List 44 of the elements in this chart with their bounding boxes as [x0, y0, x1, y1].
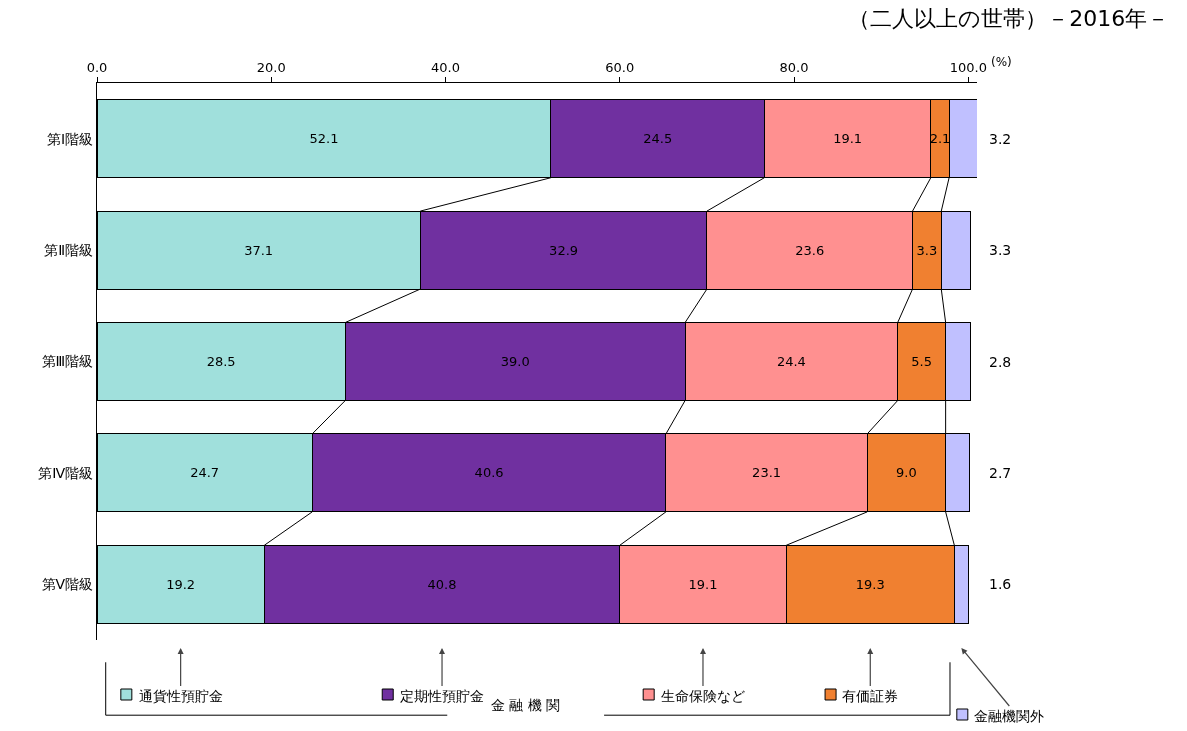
text: 19.2 — [166, 576, 196, 592]
x-tick-label: 0.0 — [86, 59, 108, 75]
legend-label: 定期性預貯金 — [400, 688, 484, 704]
text: 37.1 — [244, 242, 274, 258]
text: 2.7 — [989, 465, 1012, 481]
text: 32.9 — [549, 242, 579, 258]
text: 9.0 — [896, 465, 917, 481]
text: 19.1 — [833, 131, 863, 147]
y-tick-label: 第Ⅱ階級 — [44, 242, 94, 258]
x-tick-label: 60.0 — [605, 59, 635, 75]
x-axis-title: (%) — [991, 55, 1012, 69]
text: 2.1 — [929, 131, 951, 147]
text: 52.1 — [309, 131, 339, 147]
text: 24.4 — [776, 354, 806, 369]
legend-label: 金融機関外 — [974, 708, 1044, 724]
chart-title: （二人以上の世帯）－2016年－ — [848, 6, 1170, 32]
text: 24.5 — [643, 131, 673, 147]
text: 40.8 — [427, 576, 457, 592]
text: 39.0 — [500, 354, 530, 369]
legend-label: 有価証券 — [842, 688, 898, 704]
text: 金 融 機 関 — [491, 697, 561, 713]
legend-label: 通貨性預貯金 — [139, 688, 223, 704]
text: 1.6 — [989, 576, 1012, 592]
x-tick-label: 20.0 — [256, 59, 286, 75]
legend-label: 生命保険など — [661, 688, 745, 704]
x-tick-label: 100.0 — [949, 59, 987, 75]
text: 3.2 — [989, 131, 1012, 147]
text: 2.8 — [989, 354, 1012, 370]
text: 19.1 — [688, 576, 718, 592]
text: 40.6 — [474, 465, 504, 481]
x-tick-label: 40.0 — [431, 59, 460, 75]
y-tick-label: 第Ⅳ階級 — [38, 464, 94, 481]
text: 5.5 — [911, 354, 933, 369]
text: 28.5 — [206, 354, 236, 369]
x-tick-label: 80.0 — [779, 59, 809, 75]
text: 3.3 — [989, 242, 1012, 258]
text: 23.1 — [752, 465, 782, 481]
y-tick-label: 第Ⅰ階級 — [47, 130, 94, 147]
y-tick-label: 第Ⅴ階級 — [41, 576, 94, 593]
text: 23.6 — [795, 242, 825, 258]
text: 3.3 — [916, 242, 938, 258]
text: 19.3 — [855, 576, 885, 592]
y-tick-label: 第Ⅲ階級 — [41, 353, 94, 370]
text: 24.7 — [190, 465, 220, 481]
